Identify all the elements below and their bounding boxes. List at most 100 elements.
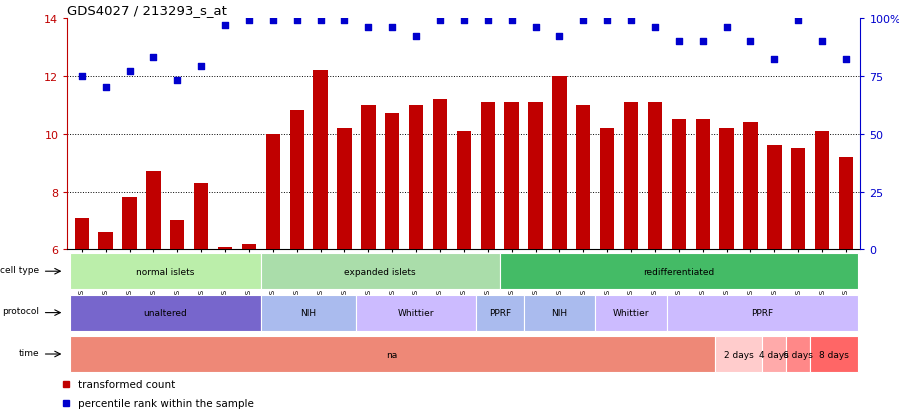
- Point: [504, 18, 519, 24]
- Bar: [672, 120, 686, 250]
- Point: [385, 24, 399, 31]
- Point: [409, 34, 423, 40]
- Bar: [289, 111, 304, 250]
- Bar: [70, 254, 261, 290]
- Text: NIH: NIH: [551, 309, 567, 317]
- Text: percentile rank within the sample: percentile rank within the sample: [78, 398, 254, 408]
- Point: [481, 18, 495, 24]
- Text: protocol: protocol: [3, 306, 40, 316]
- Bar: [576, 105, 591, 250]
- Bar: [170, 221, 184, 250]
- Text: 6 days: 6 days: [783, 350, 814, 358]
- Bar: [762, 336, 787, 372]
- Point: [147, 55, 161, 61]
- Bar: [361, 105, 376, 250]
- Point: [265, 18, 280, 24]
- Text: transformed count: transformed count: [78, 379, 175, 389]
- Point: [529, 24, 543, 31]
- Bar: [529, 102, 543, 250]
- Bar: [99, 233, 112, 250]
- Bar: [242, 244, 256, 250]
- Bar: [500, 254, 858, 290]
- Bar: [719, 128, 734, 250]
- Bar: [815, 131, 829, 250]
- Bar: [504, 102, 519, 250]
- Bar: [314, 71, 328, 250]
- Point: [696, 38, 710, 45]
- Point: [814, 38, 829, 45]
- Bar: [356, 295, 476, 331]
- Point: [337, 18, 352, 24]
- Point: [791, 18, 806, 24]
- Bar: [787, 336, 810, 372]
- Point: [432, 18, 447, 24]
- Bar: [715, 336, 762, 372]
- Bar: [595, 295, 667, 331]
- Point: [743, 38, 758, 45]
- Text: GDS4027 / 213293_s_at: GDS4027 / 213293_s_at: [67, 5, 227, 17]
- Point: [242, 18, 256, 24]
- Text: PPRF: PPRF: [752, 309, 773, 317]
- Text: Whittier: Whittier: [613, 309, 649, 317]
- Bar: [122, 198, 137, 250]
- Bar: [385, 114, 399, 250]
- Bar: [147, 172, 161, 250]
- Text: NIH: NIH: [300, 309, 316, 317]
- Bar: [261, 254, 500, 290]
- Text: Whittier: Whittier: [398, 309, 434, 317]
- Bar: [337, 128, 352, 250]
- Bar: [624, 102, 638, 250]
- Text: redifferentiated: redifferentiated: [643, 267, 715, 276]
- Bar: [194, 183, 209, 250]
- Point: [289, 18, 304, 24]
- Bar: [839, 157, 853, 250]
- Bar: [767, 146, 781, 250]
- Bar: [476, 295, 523, 331]
- Point: [600, 18, 614, 24]
- Point: [194, 64, 209, 71]
- Point: [767, 57, 781, 64]
- Text: cell type: cell type: [0, 265, 40, 274]
- Bar: [810, 336, 858, 372]
- Text: na: na: [387, 350, 398, 358]
- Bar: [266, 134, 280, 250]
- Point: [576, 18, 591, 24]
- Bar: [481, 102, 495, 250]
- Bar: [696, 120, 710, 250]
- Point: [314, 18, 328, 24]
- Bar: [523, 295, 595, 331]
- Point: [839, 57, 853, 64]
- Bar: [432, 100, 447, 250]
- Text: expanded islets: expanded islets: [344, 267, 416, 276]
- Bar: [743, 123, 758, 250]
- Point: [672, 38, 686, 45]
- Point: [624, 18, 638, 24]
- Point: [170, 78, 184, 84]
- Point: [218, 22, 232, 29]
- Text: normal islets: normal islets: [136, 267, 194, 276]
- Bar: [457, 131, 471, 250]
- Bar: [75, 218, 89, 250]
- Text: 4 days: 4 days: [760, 350, 789, 358]
- Bar: [261, 295, 356, 331]
- Text: PPRF: PPRF: [489, 309, 511, 317]
- Text: 2 days: 2 days: [724, 350, 753, 358]
- Point: [552, 34, 566, 40]
- Bar: [791, 149, 806, 250]
- Bar: [218, 247, 232, 250]
- Point: [361, 24, 376, 31]
- Bar: [667, 295, 858, 331]
- Text: time: time: [19, 348, 40, 357]
- Point: [648, 24, 663, 31]
- Point: [719, 24, 734, 31]
- Text: unaltered: unaltered: [144, 309, 187, 317]
- Point: [99, 85, 113, 91]
- Bar: [70, 295, 261, 331]
- Point: [122, 69, 137, 75]
- Bar: [648, 102, 662, 250]
- Bar: [70, 336, 715, 372]
- Bar: [552, 76, 566, 250]
- Bar: [600, 128, 614, 250]
- Bar: [409, 105, 423, 250]
- Point: [457, 18, 471, 24]
